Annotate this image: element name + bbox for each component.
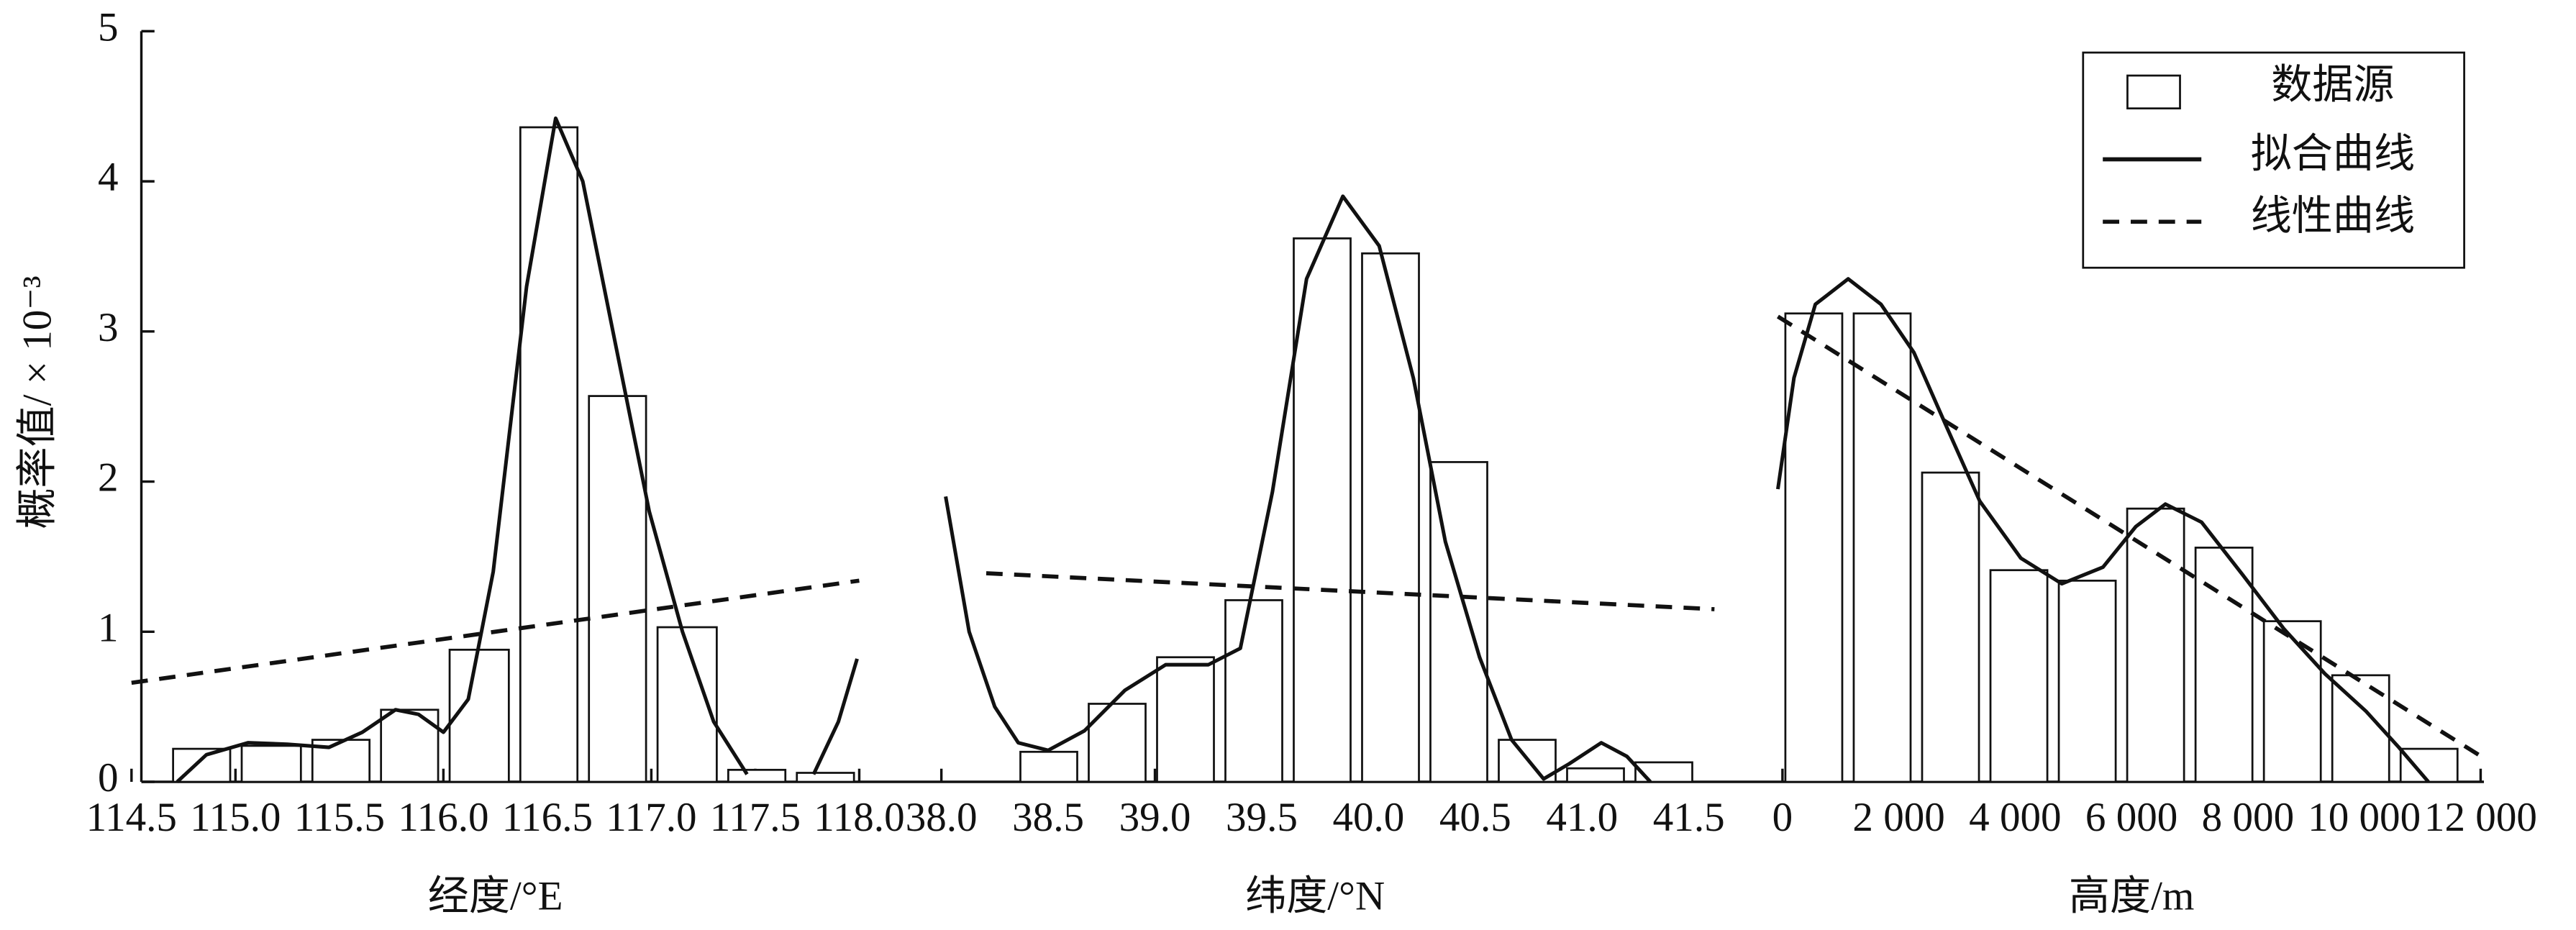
bar [448,648,510,783]
y-axis-label: 概率值/ × 10⁻³ [14,275,60,529]
legend-label: 数据源 [2271,62,2394,107]
bar [172,747,232,783]
x-tick-label: 115.0 [190,795,281,840]
x-axis-label: 高度/m [2069,874,2194,919]
bar [2126,507,2185,783]
x-tick-label: 6 000 [2085,795,2177,840]
bar [1921,471,1980,783]
x-tick-label: 38.5 [1012,795,1084,840]
y-tick-label: 3 [98,305,119,350]
bar [2194,547,2254,783]
fit-curve [944,194,1652,783]
bar [588,395,647,783]
x-tick-label: 41.0 [1546,795,1618,840]
bar [1784,312,1844,783]
bar [1634,761,1693,783]
bar [1361,252,1420,783]
bar [2399,747,2459,783]
bar [1989,569,2049,783]
bar [1019,750,1078,783]
bar [1498,739,1557,783]
x-tick-label: 10 000 [2308,795,2421,840]
bar [796,772,855,783]
x-tick-label: 115.5 [294,795,385,840]
x-axis-label: 纬度/°N [1245,874,1385,919]
bar [1156,656,1215,783]
legend-label: 拟合曲线 [2251,131,2415,176]
fit-curve [1775,277,2430,783]
bar [240,744,302,783]
x-tick-label: 4 000 [1969,795,2061,840]
linear-line [986,571,1715,611]
x-tick-label: 117.0 [606,795,696,840]
y-tick-label: 0 [98,755,119,801]
x-tick-label: 8 000 [2202,795,2294,840]
x-tick-label: 12 000 [2424,795,2537,840]
legend: 数据源 拟合曲线 线性曲线 [2082,51,2465,269]
bar [1566,767,1625,783]
legend-swatch [2126,74,2181,110]
legend-label: 线性曲线 [2251,193,2415,239]
linear-line [131,578,860,685]
x-tick-label: 40.5 [1439,795,1511,840]
x-tick-label: 39.0 [1119,795,1191,840]
x-tick-label: 117.5 [710,795,801,840]
x-tick-label: 41.5 [1653,795,1725,840]
fit-curve [176,116,859,783]
bar [519,126,579,783]
x-tick-label: 2 000 [1852,795,1944,840]
y-tick-label: 5 [98,4,119,50]
x-tick-label: 40.0 [1332,795,1404,840]
x-tick-label: 0 [1772,795,1793,840]
bar [2262,620,2322,783]
x-tick-label: 118.0 [814,795,904,840]
bar [727,768,787,783]
x-tick-label: 116.0 [398,795,488,840]
x-tick-label: 38.0 [906,795,978,840]
bar [2057,579,2117,783]
x-tick-label: 116.5 [502,795,593,840]
x-tick-label: 114.5 [86,795,177,840]
bar [1293,237,1352,783]
x-axis-label: 经度/°E [428,874,563,919]
y-tick-label: 4 [98,155,119,200]
bar [1224,599,1283,783]
y-tick-label: 1 [98,605,119,650]
x-tick-label: 39.5 [1226,795,1298,840]
y-tick-label: 2 [98,455,119,501]
